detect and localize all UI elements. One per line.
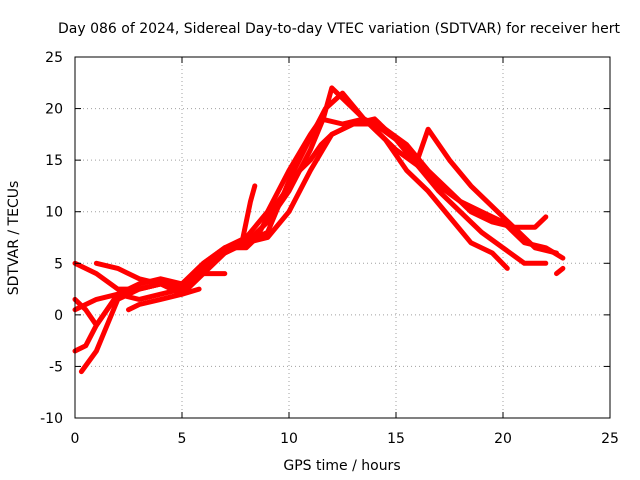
x-tick-label: 25 — [601, 431, 619, 447]
x-tick-label: 20 — [494, 431, 512, 447]
y-tick-label: 0 — [54, 308, 63, 324]
x-tick-label: 5 — [178, 431, 187, 447]
series-line-track-7 — [126, 286, 202, 313]
grid-lines — [75, 57, 610, 418]
y-axis-label: SDTVAR / TECUs — [6, 181, 22, 296]
series-line-track-6 — [93, 260, 228, 292]
y-tick-label: 20 — [45, 102, 63, 118]
x-tick-label: 0 — [71, 431, 80, 447]
y-tick-label: 15 — [45, 153, 63, 169]
x-axis-label: GPS time / hours — [283, 458, 400, 474]
tick-marks — [74, 56, 611, 419]
y-tick-label: 10 — [45, 205, 63, 221]
y-tick-labels: -10 -5 0 5 10 15 20 25 — [40, 50, 63, 427]
chart-title: Day 086 of 2024, Sidereal Day-to-day VTE… — [58, 21, 620, 37]
y-tick-label: 5 — [54, 256, 63, 272]
series-group — [72, 85, 566, 375]
y-tick-label: -5 — [49, 359, 63, 375]
series-line-track-3 — [72, 121, 566, 328]
series-line-track-8 — [239, 183, 258, 246]
series-line-track-2 — [72, 85, 549, 313]
x-tick-labels: 0 5 10 15 20 25 — [71, 431, 619, 447]
x-tick-label: 15 — [387, 431, 405, 447]
x-tick-label: 10 — [280, 431, 298, 447]
y-tick-label: 25 — [45, 50, 63, 66]
series-line-track-4 — [72, 116, 549, 354]
plot-frame — [74, 56, 611, 419]
y-tick-label: -10 — [40, 411, 63, 427]
series-line-track-9 — [554, 265, 566, 277]
